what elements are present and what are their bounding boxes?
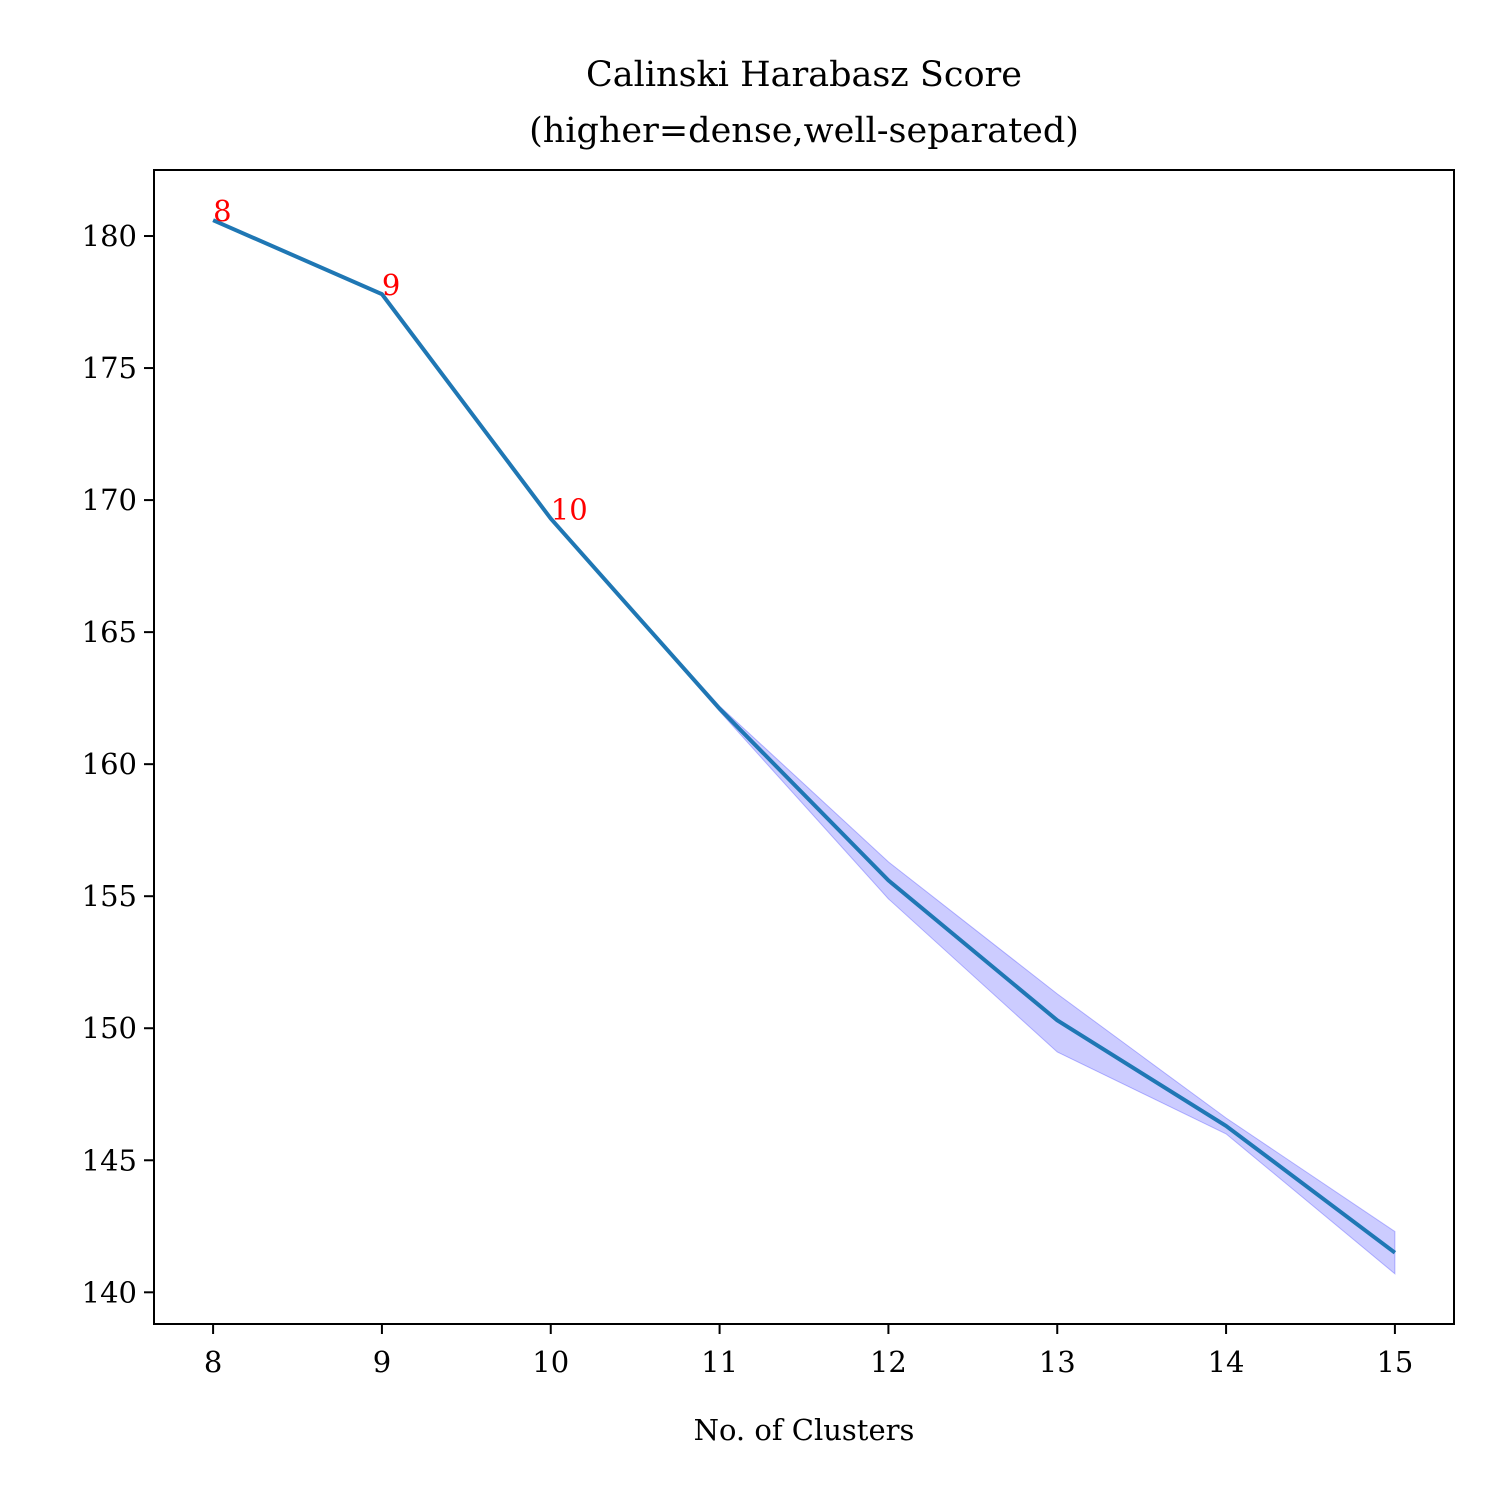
x-tick-label: 14 [1208,1345,1245,1379]
chart-title: Calinski Harabasz Score [586,55,1022,95]
chart-subtitle: (higher=dense,well-separated) [529,111,1079,151]
point-annotation: 9 [382,268,400,302]
x-tick-label: 8 [204,1345,222,1379]
y-tick-label: 180 [82,219,137,253]
x-tick-label: 9 [373,1345,391,1379]
y-tick-label: 145 [82,1143,137,1177]
y-tick-label: 150 [82,1011,137,1045]
confidence-band-layer [212,219,1396,1275]
y-tick-label: 155 [82,879,137,913]
y-tick-label: 165 [82,615,137,649]
x-tick-label: 10 [532,1345,569,1379]
confidence-band [212,219,1396,1275]
x-tick-label: 13 [1039,1345,1076,1379]
x-axis-label: No. of Clusters [694,1413,915,1447]
x-tick-label: 11 [701,1345,738,1379]
y-axis-ticks: 140 145 150 155 160 165 170 175 180 [82,219,154,1309]
y-tick-label: 175 [82,351,137,385]
series-line-layer [212,218,1397,1255]
x-axis-ticks: 8 9 10 11 12 13 14 15 [204,1324,1413,1379]
y-tick-label: 140 [82,1275,137,1309]
point-annotation: 10 [551,493,588,527]
plot-frame [153,169,1455,1325]
series-line [212,218,1397,1255]
x-tick-label: 15 [1376,1345,1413,1379]
annotation-layer: 8 9 10 [213,194,588,526]
x-tick-label: 12 [870,1345,907,1379]
point-annotation: 8 [213,194,231,228]
y-tick-label: 160 [82,747,137,781]
y-tick-label: 170 [82,483,137,517]
